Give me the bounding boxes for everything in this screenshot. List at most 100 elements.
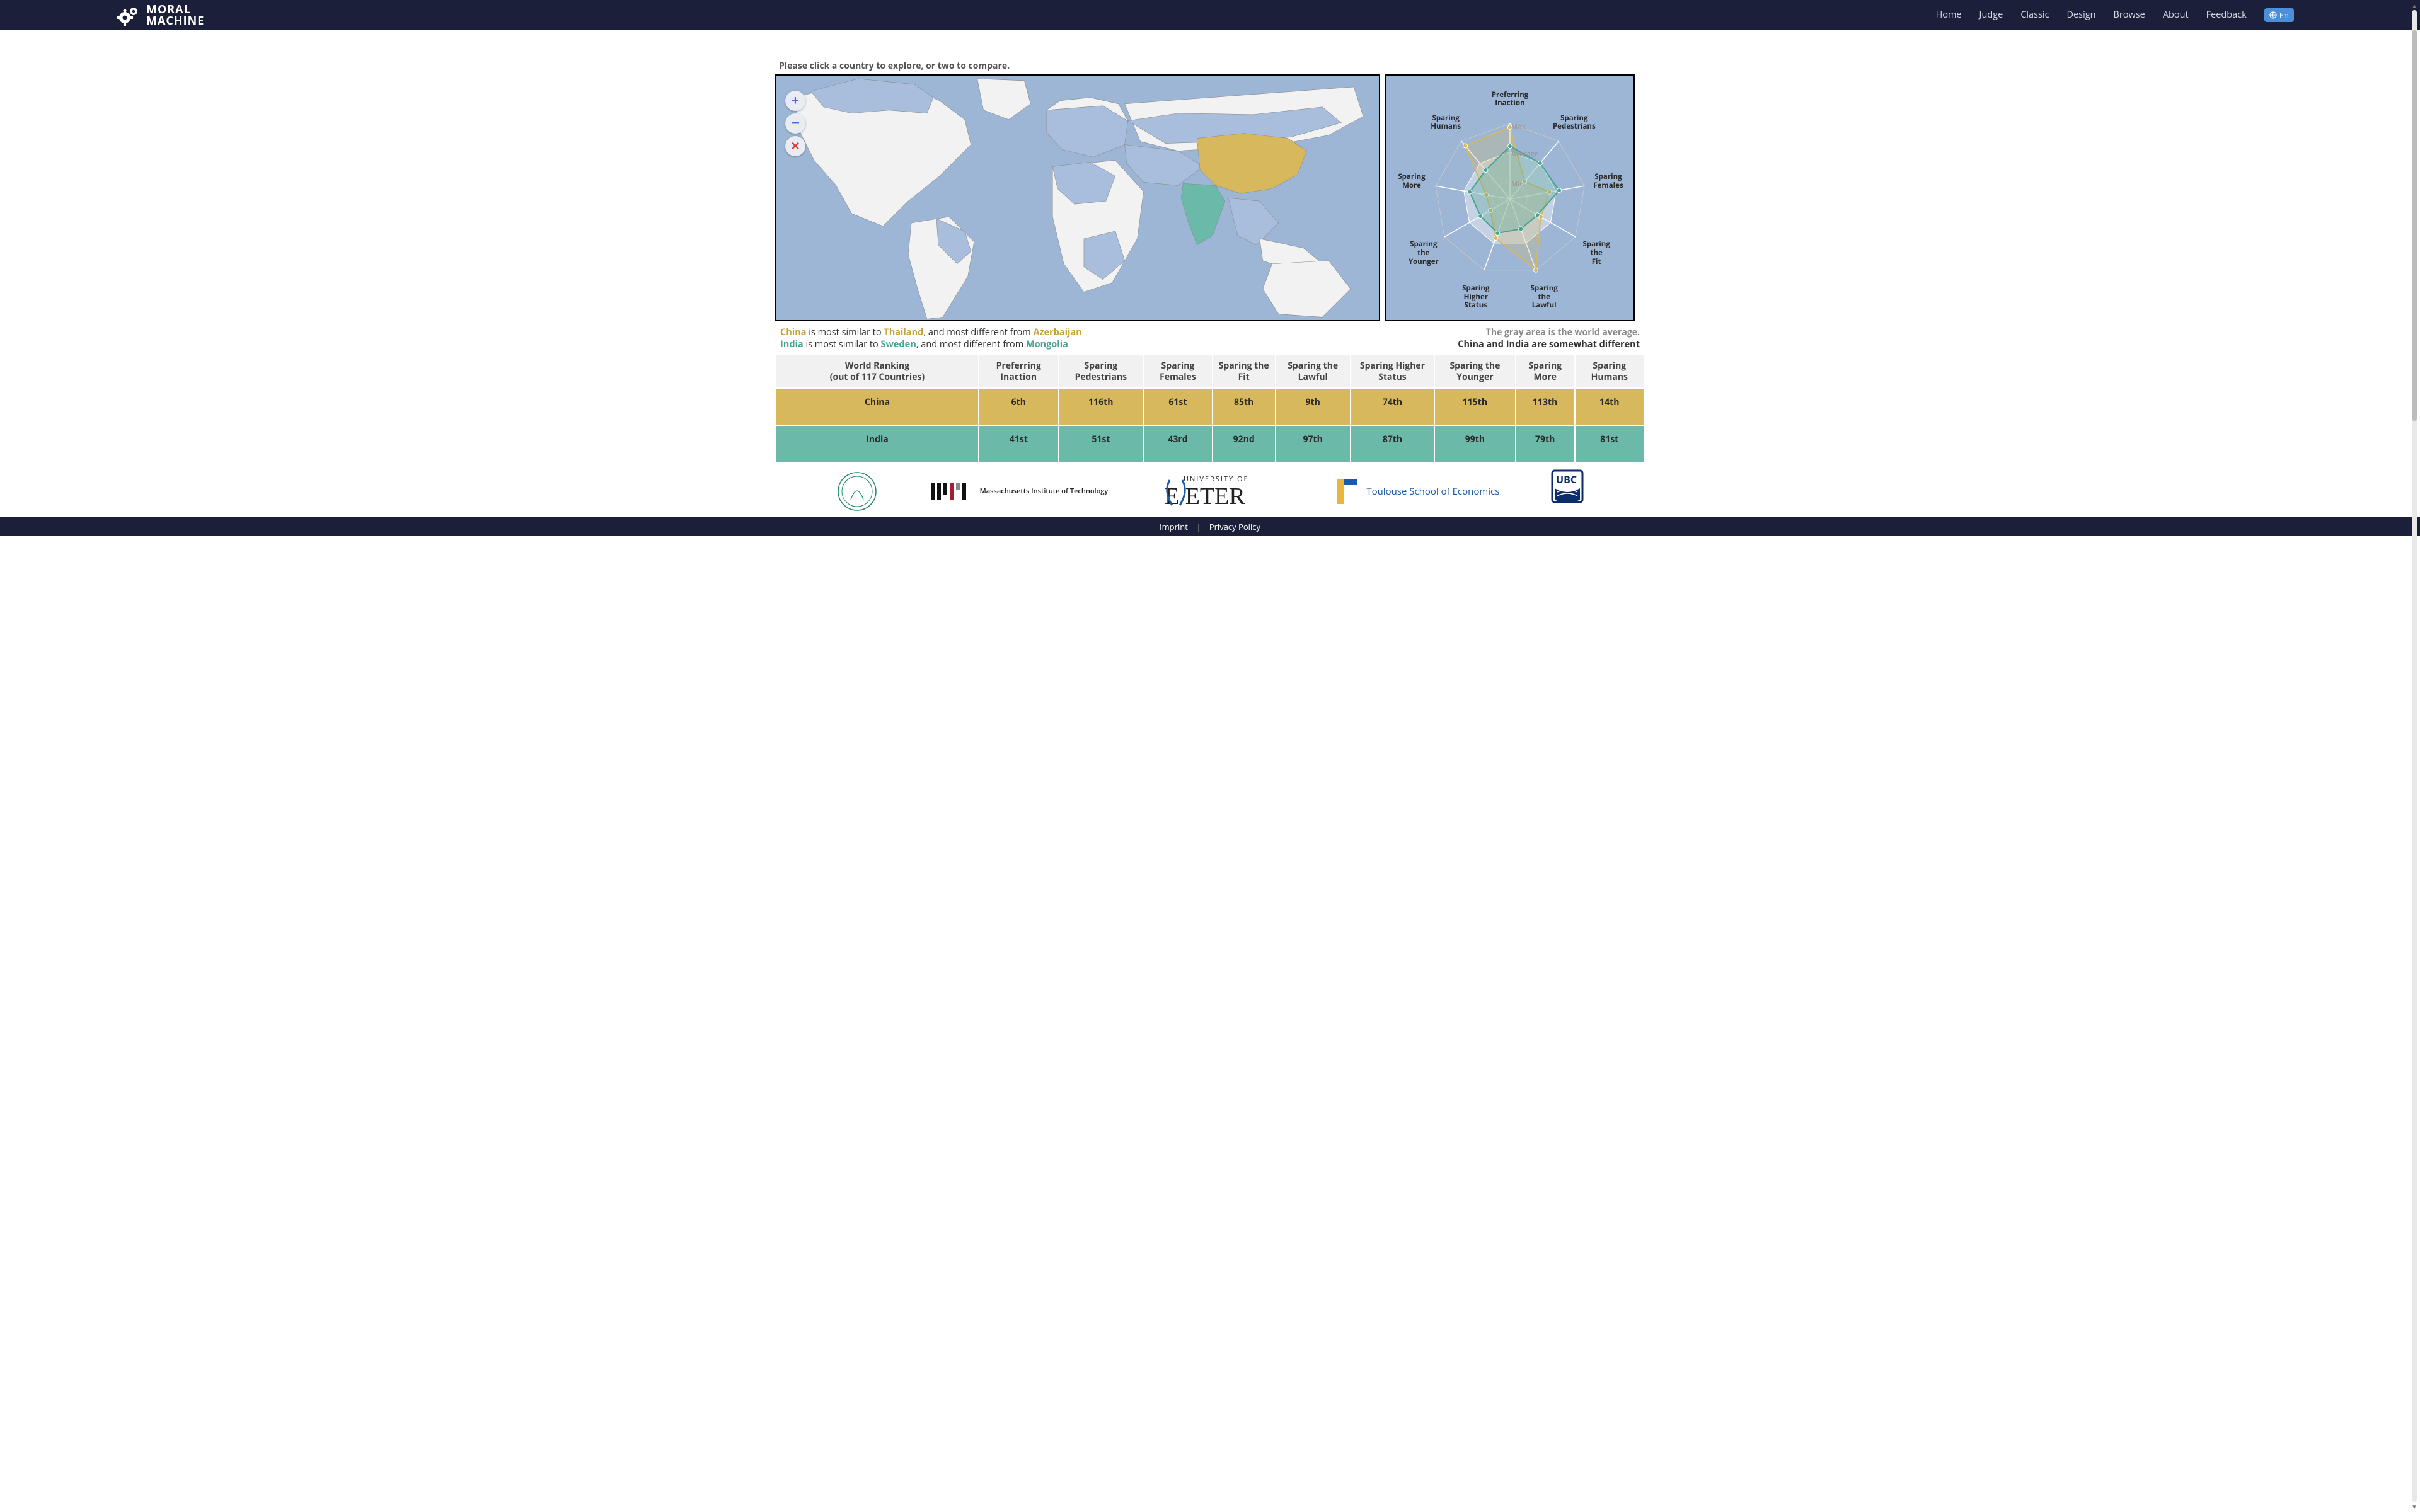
txt-b1: is most similar to [804,338,881,350]
country-cell: China [776,389,978,425]
col-0-label: Preferring Inaction [996,360,1041,383]
rank-cell: 43rd [1144,426,1212,462]
logo-tse[interactable]: Toulouse School of Economics [1335,478,1499,505]
rank-cell: 81st [1576,426,1644,462]
footer-separator: | [1196,521,1201,532]
rank-cell: 97th [1276,426,1350,462]
col-8: Sparing Humans [1576,355,1644,387]
comparison-summary-row: China is most similar to Thailand, and m… [775,321,1645,354]
rank-cell: 99th [1435,426,1515,462]
col-1-label: Sparing Pedestrians [1075,360,1127,383]
col-8-label: Sparing Humans [1591,360,1628,383]
rank-cell: 9th [1276,389,1350,425]
gears-icon [116,3,141,28]
topnav: MORAL MACHINE Home Judge Classic Design … [0,0,2420,30]
col-0: Preferring Inaction [979,355,1058,387]
rank-cell: 79th [1516,426,1574,462]
header-main-text: World Ranking [780,360,974,372]
col-7-label: Sparing More [1528,360,1562,383]
logo-mpg[interactable] [835,469,879,513]
rank-cell: 113th [1516,389,1574,425]
nav-judge[interactable]: Judge [1979,9,2003,21]
radar-chart-svg: Max.AverageMin. [1386,76,1634,323]
radar-panel: Max.AverageMin. PreferringInactionSparin… [1385,74,1635,321]
logo-mit[interactable]: Massachusetts Institute of Technology [930,480,1109,503]
privacy-link[interactable]: Privacy Policy [1209,521,1260,532]
svg-text:Max.: Max. [1511,122,1528,132]
similarity-text: China is most similar to Thailand, and m… [780,326,1082,350]
txt-a1: is most similar to [806,326,884,338]
language-selector[interactable]: En [2264,8,2294,22]
rank-cell: 41st [979,426,1058,462]
radar-axis-label: SparingFemales [1586,173,1630,190]
rank-cell: 6th [979,389,1058,425]
rankings-header-row: World Ranking (out of 117 Countries) Pre… [776,355,1644,387]
txt-b2: , and most different from [916,338,1026,350]
col-7: Sparing More [1516,355,1574,387]
country-a-different: Azerbaijan [1033,326,1081,338]
globe-icon [2269,11,2277,19]
country-a-name: China [780,326,806,338]
scroll-down-icon[interactable]: ▼ [2411,1502,2417,1511]
country-b-similar: Sweden [881,338,916,350]
radar-axis-label: SparingtheFit [1574,240,1618,266]
rank-cell: 87th [1351,426,1434,462]
ubc-icon: UBC [1550,469,1585,513]
instruction-text: Please click a country to explore, or tw… [775,30,1645,74]
difference-note: China and India are somewhat different [1458,338,1640,350]
table-row: India41st51st43rd92nd97th87th99th79th81s… [776,426,1644,462]
mpg-icon [835,469,879,513]
rankings-table: World Ranking (out of 117 Countries) Pre… [775,354,1645,463]
nav-links: Home Judge Classic Design Browse About F… [1936,8,2420,22]
radar-axis-label: PreferringInaction [1488,91,1532,108]
tse-icon [1335,478,1360,505]
scroll-up-icon[interactable]: ▲ [2411,1,2417,10]
world-map-svg [776,76,1379,321]
logo-exeter[interactable]: UNIVERSITY OF E ETER [1158,472,1284,510]
scrollbar[interactable]: ▲ ▼ [2410,0,2419,1512]
col-6-label: Sparing the Younger [1449,360,1500,383]
logo-ubc[interactable]: UBC [1550,469,1585,513]
map-controls: + − ✕ [785,91,805,156]
rankings-header-main: World Ranking (out of 117 Countries) [776,355,978,387]
nav-browse[interactable]: Browse [2114,9,2145,21]
nav-classic[interactable]: Classic [2020,9,2049,21]
imprint-link[interactable]: Imprint [1160,521,1188,532]
exeter-icon: UNIVERSITY OF E ETER [1158,472,1284,510]
reset-selection-button[interactable]: ✕ [785,136,805,156]
mit-icon [930,480,974,503]
scroll-thumb[interactable] [2412,30,2417,421]
nav-design[interactable]: Design [2067,9,2096,21]
svg-text:Average: Average [1511,149,1538,159]
radar-axis-label: SparingHigherStatus [1454,284,1498,310]
brand-text-bottom: MACHINE [146,15,204,26]
zoom-in-button[interactable]: + [785,91,805,111]
mit-label: Massachusetts Institute of Technology [980,488,1109,495]
footer-logos: Massachusetts Institute of Technology UN… [775,463,1645,517]
rank-cell: 115th [1435,389,1515,425]
svg-text:E ETER: E ETER [1165,483,1245,510]
bottom-bar: Imprint | Privacy Policy [0,517,2420,536]
nav-about[interactable]: About [2163,9,2189,21]
rank-cell: 92nd [1213,426,1275,462]
brand[interactable]: MORAL MACHINE [116,3,204,28]
col-4: Sparing the Lawful [1276,355,1350,387]
rank-cell: 116th [1059,389,1143,425]
radar-axis-label: SparingtheYounger [1402,240,1446,266]
nav-home[interactable]: Home [1936,9,1962,21]
rank-cell: 85th [1213,389,1275,425]
world-average-note: The gray area is the world average. [1458,326,1640,338]
header-sub-text: (out of 117 Countries) [780,372,974,383]
nav-feedback[interactable]: Feedback [2206,9,2247,21]
radar-axis-label: SparingHumans [1424,114,1468,132]
country-a-similar: Thailand [884,326,923,338]
col-6: Sparing the Younger [1435,355,1515,387]
radar-axis-label: SparingPedestrians [1552,114,1596,132]
svg-text:UBC: UBC [1556,472,1577,486]
col-4-label: Sparing the Lawful [1288,360,1338,383]
world-map-panel[interactable]: + − ✕ [775,74,1380,321]
zoom-out-button[interactable]: − [785,113,805,134]
col-2-label: Sparing Females [1160,360,1196,383]
country-b-different: Mongolia [1026,338,1068,350]
rank-cell: 74th [1351,389,1434,425]
